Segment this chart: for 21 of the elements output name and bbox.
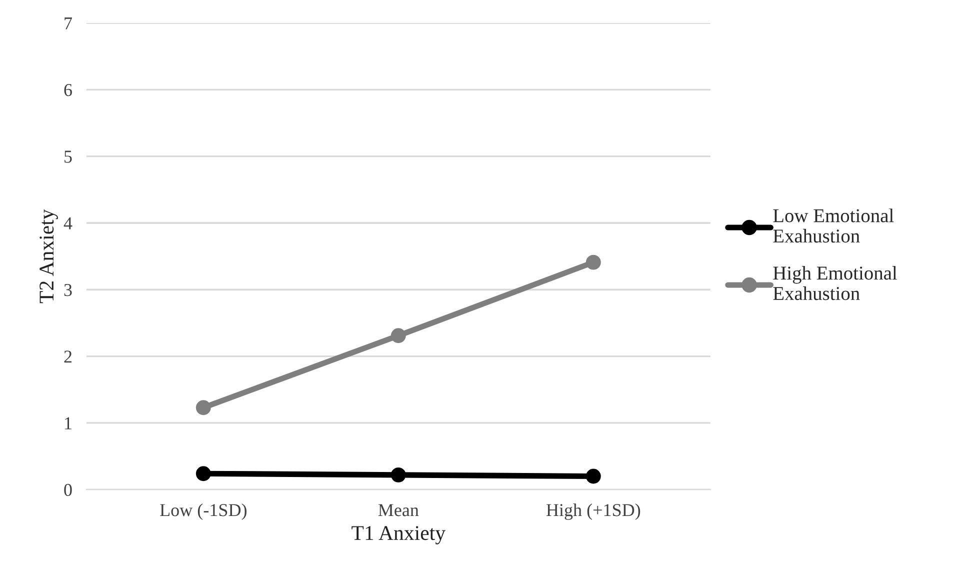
y-tick-label: 3 <box>64 284 72 296</box>
legend-label: High Emotional Exahustion <box>773 266 897 300</box>
x-tick-label: Mean <box>378 504 419 516</box>
x-tick-label: High (+1SD) <box>546 503 640 520</box>
y-tick-label: 1 <box>65 417 72 430</box>
point <box>586 254 601 270</box>
y-tick-label: 2 <box>64 350 72 363</box>
point <box>196 400 211 416</box>
y-tick-label: 0 <box>64 484 72 496</box>
y-tick-label: 4 <box>64 217 72 230</box>
y-tick-label: 6 <box>64 84 72 96</box>
y-tick-label: 7 <box>64 17 72 30</box>
legend-label: Low Emotional Exahustion <box>773 208 894 243</box>
point <box>196 466 211 482</box>
point <box>390 467 406 482</box>
x-tick-label: Low (-1SD) <box>160 503 246 520</box>
x-axis-title: T1 Anxiety <box>352 526 446 544</box>
point <box>586 468 601 484</box>
point <box>390 328 406 344</box>
y-tick-label: 5 <box>64 150 72 163</box>
y-axis-title: T2 Anxiety <box>40 209 58 304</box>
